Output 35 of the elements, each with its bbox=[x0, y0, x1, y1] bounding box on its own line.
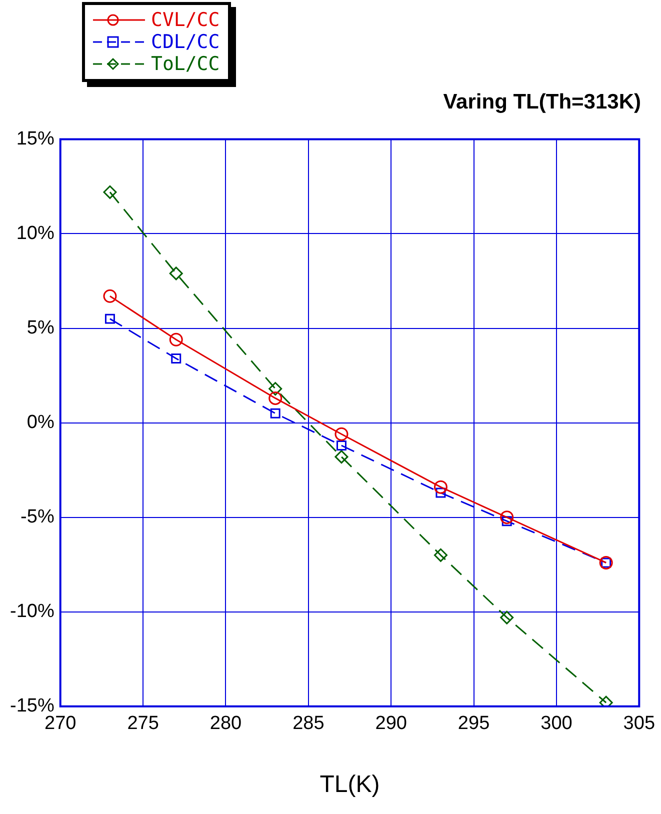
y-tick-label: -5% bbox=[20, 506, 54, 528]
point bbox=[500, 610, 514, 624]
x-tick-label: 305 bbox=[623, 713, 655, 734]
point bbox=[336, 440, 346, 450]
point bbox=[436, 488, 446, 498]
point bbox=[270, 408, 280, 418]
point bbox=[334, 427, 348, 441]
y-tick-label: 10% bbox=[16, 222, 54, 244]
point bbox=[169, 332, 183, 346]
x-tick-label: 285 bbox=[292, 713, 324, 734]
y-tick-label: 5% bbox=[26, 318, 54, 338]
point bbox=[169, 266, 183, 280]
x-tick-label: 280 bbox=[210, 713, 242, 734]
x-tick-label: 275 bbox=[127, 713, 159, 734]
y-tick-label: 15% bbox=[16, 128, 54, 150]
point bbox=[434, 480, 448, 494]
chart-title: Varing TL(Th=313K) bbox=[443, 90, 641, 114]
x-tick-label: 290 bbox=[375, 713, 407, 734]
point bbox=[500, 510, 514, 524]
point bbox=[334, 450, 348, 464]
x-axis-title: TL(K) bbox=[320, 771, 380, 798]
y-tick-label: 0% bbox=[26, 412, 54, 434]
point bbox=[268, 391, 282, 405]
point bbox=[103, 185, 117, 199]
point bbox=[434, 548, 448, 562]
point bbox=[268, 382, 282, 396]
legend-label: CVL/CC bbox=[151, 9, 220, 31]
x-tick-label: 300 bbox=[540, 713, 572, 734]
legend-label: CDL/CC bbox=[151, 31, 220, 53]
point bbox=[103, 289, 117, 303]
point bbox=[171, 354, 182, 364]
legend-label: ToL/CC bbox=[151, 53, 220, 75]
point bbox=[104, 314, 115, 324]
y-tick-label: -10% bbox=[10, 601, 54, 622]
x-tick-label: 295 bbox=[458, 713, 490, 734]
